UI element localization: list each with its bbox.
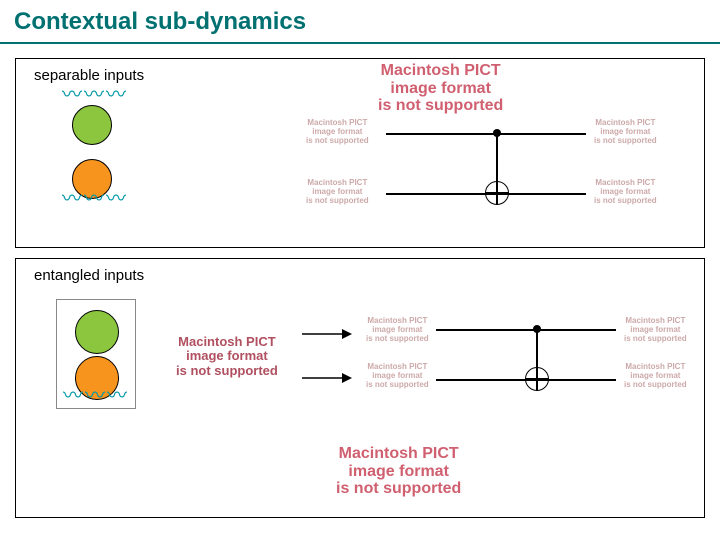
pict-error-large: Macintosh PICT image format is not suppo…	[336, 445, 461, 498]
ball-green	[75, 310, 119, 354]
cnot-circuit	[436, 315, 616, 395]
pict-error-large: Macintosh PICT image format is not suppo…	[378, 62, 503, 115]
title-underline	[0, 42, 720, 44]
pict-error-icon: Macintosh PICT image format is not suppo…	[366, 363, 429, 389]
squiggle-icon: 〰	[85, 392, 105, 400]
squiggle-icon: 〰	[84, 91, 104, 99]
target-cross-h	[525, 378, 549, 380]
ball-green	[72, 105, 112, 145]
cnot-circuit	[386, 119, 586, 209]
wire-top	[436, 329, 616, 331]
input-box-orange: 〰 〰 〰	[56, 155, 128, 211]
target-cross-h	[485, 192, 509, 194]
squiggle-icon: 〰	[106, 91, 126, 99]
pict-error-icon: Macintosh PICT image format is not suppo…	[306, 119, 369, 145]
control-dot	[533, 325, 541, 333]
pict-error-icon: Macintosh PICT image format is not suppo…	[306, 179, 369, 205]
squiggle-icon: 〰	[62, 91, 82, 99]
squiggle-icon: 〰	[84, 195, 104, 203]
arrow-icon	[302, 371, 352, 385]
control-dot	[493, 129, 501, 137]
pict-error-icon: Macintosh PICT image format is not suppo…	[624, 317, 687, 343]
squiggle-icon: 〰	[106, 195, 126, 203]
panel-entangled-label: entangled inputs	[34, 267, 144, 284]
input-box-entangled: 〰 〰 〰	[56, 299, 136, 409]
page-title: Contextual sub-dynamics	[14, 8, 306, 36]
input-box-green: 〰 〰 〰	[56, 93, 128, 149]
pict-error-icon: Macintosh PICT image format is not suppo…	[624, 363, 687, 389]
panel-entangled: entangled inputs 〰 〰 〰 Macintosh PICT im…	[15, 258, 705, 518]
squiggle-icon: 〰	[107, 392, 127, 400]
arrow-icon	[302, 327, 352, 341]
panel-separable-label: separable inputs	[34, 67, 144, 84]
pict-error-icon: Macintosh PICT image format is not suppo…	[366, 317, 429, 343]
pict-error-icon: Macintosh PICT image format is not suppo…	[594, 119, 657, 145]
pict-error-icon: Macintosh PICT image format is not suppo…	[594, 179, 657, 205]
pict-error-medium: Macintosh PICT image format is not suppo…	[176, 335, 278, 378]
panel-separable: separable inputs 〰 〰 〰 〰 〰 〰 Macintosh P…	[15, 58, 705, 248]
squiggle-icon: 〰	[63, 392, 83, 400]
wire-top	[386, 133, 586, 135]
squiggle-icon: 〰	[62, 195, 82, 203]
